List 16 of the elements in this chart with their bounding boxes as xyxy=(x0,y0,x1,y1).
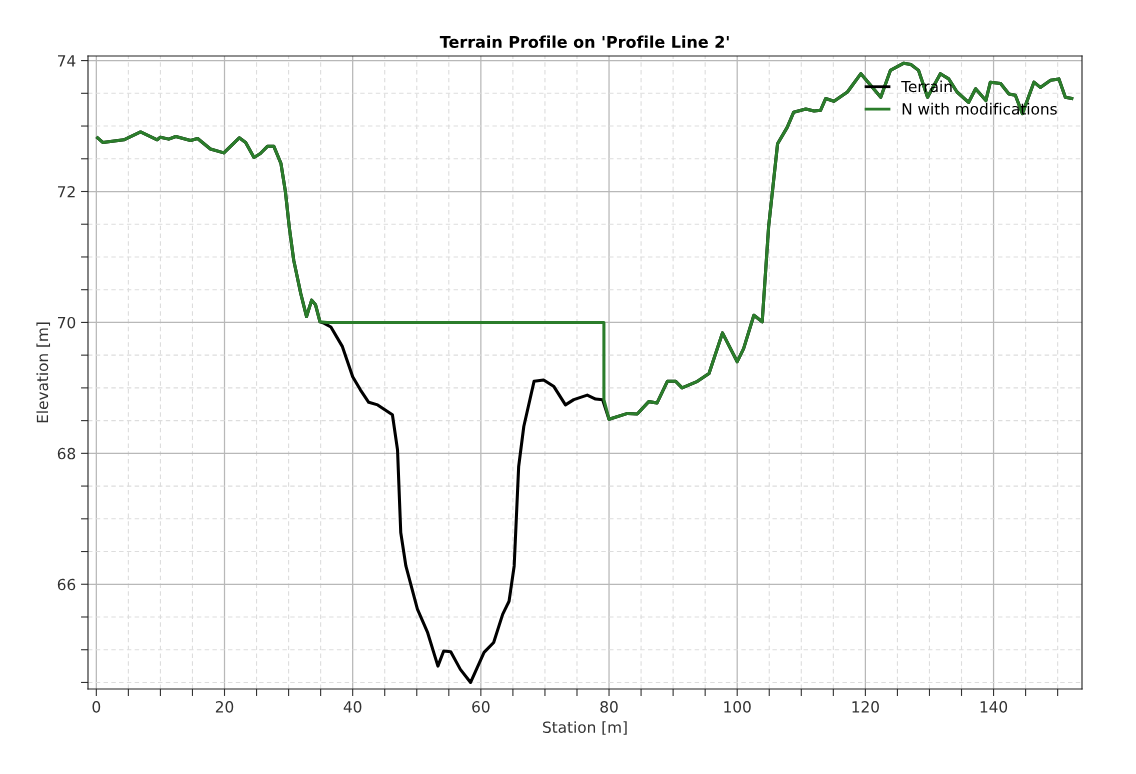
x-tick-label: 100 xyxy=(724,701,751,713)
x-tick-label: 140 xyxy=(980,701,1008,713)
y-axis-title: Elevation [m] xyxy=(36,322,51,423)
x-tick-label: 0 xyxy=(92,701,101,713)
y-tick-label: 68 xyxy=(57,447,76,460)
x-tick-label: 120 xyxy=(852,701,879,713)
x-tick-label: 80 xyxy=(600,701,618,713)
x-tick-label: 60 xyxy=(472,701,490,713)
y-tick-label: 66 xyxy=(57,578,76,591)
y-tick-label: 72 xyxy=(58,185,75,198)
x-tick-label: 20 xyxy=(215,701,234,713)
chart-title: Terrain Profile on 'Profile Line 2' xyxy=(439,35,729,48)
y-tick-label: 70 xyxy=(58,316,76,329)
x-tick-label: 40 xyxy=(343,701,362,713)
y-tick-label: 74 xyxy=(58,55,76,67)
x-axis-title: Station [m] xyxy=(543,721,627,735)
